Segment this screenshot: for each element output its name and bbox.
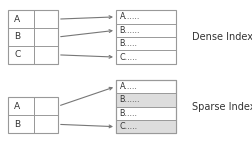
FancyArrowPatch shape [61,124,112,128]
Text: B: B [14,120,20,129]
Text: A: A [14,15,20,24]
Bar [116,80,176,133]
FancyArrowPatch shape [61,16,112,19]
Text: Dense Index: Dense Index [192,32,252,42]
Bar [116,10,176,64]
Text: Sparse Index: Sparse Index [192,102,252,112]
FancyArrowPatch shape [61,55,112,58]
Text: C: C [14,50,20,59]
Text: B......: B...... [119,95,140,104]
Text: A.....: A..... [119,82,137,91]
Text: B: B [14,32,20,41]
Text: B......: B...... [119,26,140,35]
FancyArrowPatch shape [61,30,112,37]
Bar [8,97,58,133]
Bar [116,120,176,133]
Text: C.....: C..... [119,122,138,131]
Text: B.....: B..... [119,39,138,48]
Text: A......: A...... [119,12,140,21]
Text: B.....: B..... [119,109,138,118]
Bar [116,80,176,133]
FancyArrowPatch shape [60,87,112,105]
Bar [8,10,58,64]
Text: A: A [14,102,20,111]
Bar [116,93,176,107]
Text: C.....: C..... [119,53,138,62]
